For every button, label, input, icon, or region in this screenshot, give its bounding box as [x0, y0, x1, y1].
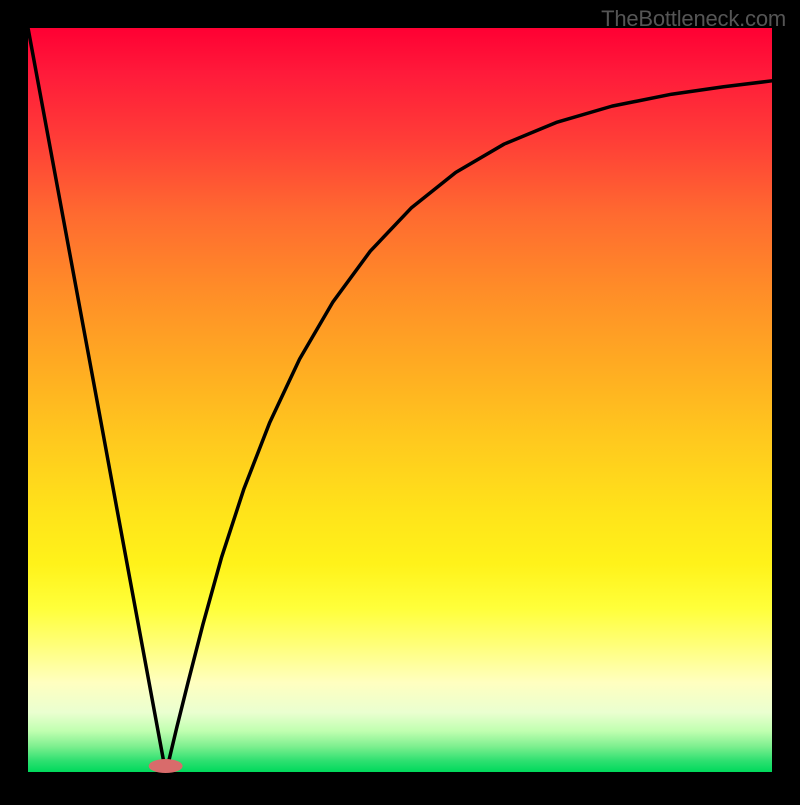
- minimum-marker: [149, 759, 183, 773]
- chart-svg: [0, 0, 800, 800]
- bottleneck-chart: TheBottleneck.com: [0, 0, 800, 800]
- watermark-text: TheBottleneck.com: [601, 6, 786, 32]
- plot-area-gradient: [28, 28, 772, 772]
